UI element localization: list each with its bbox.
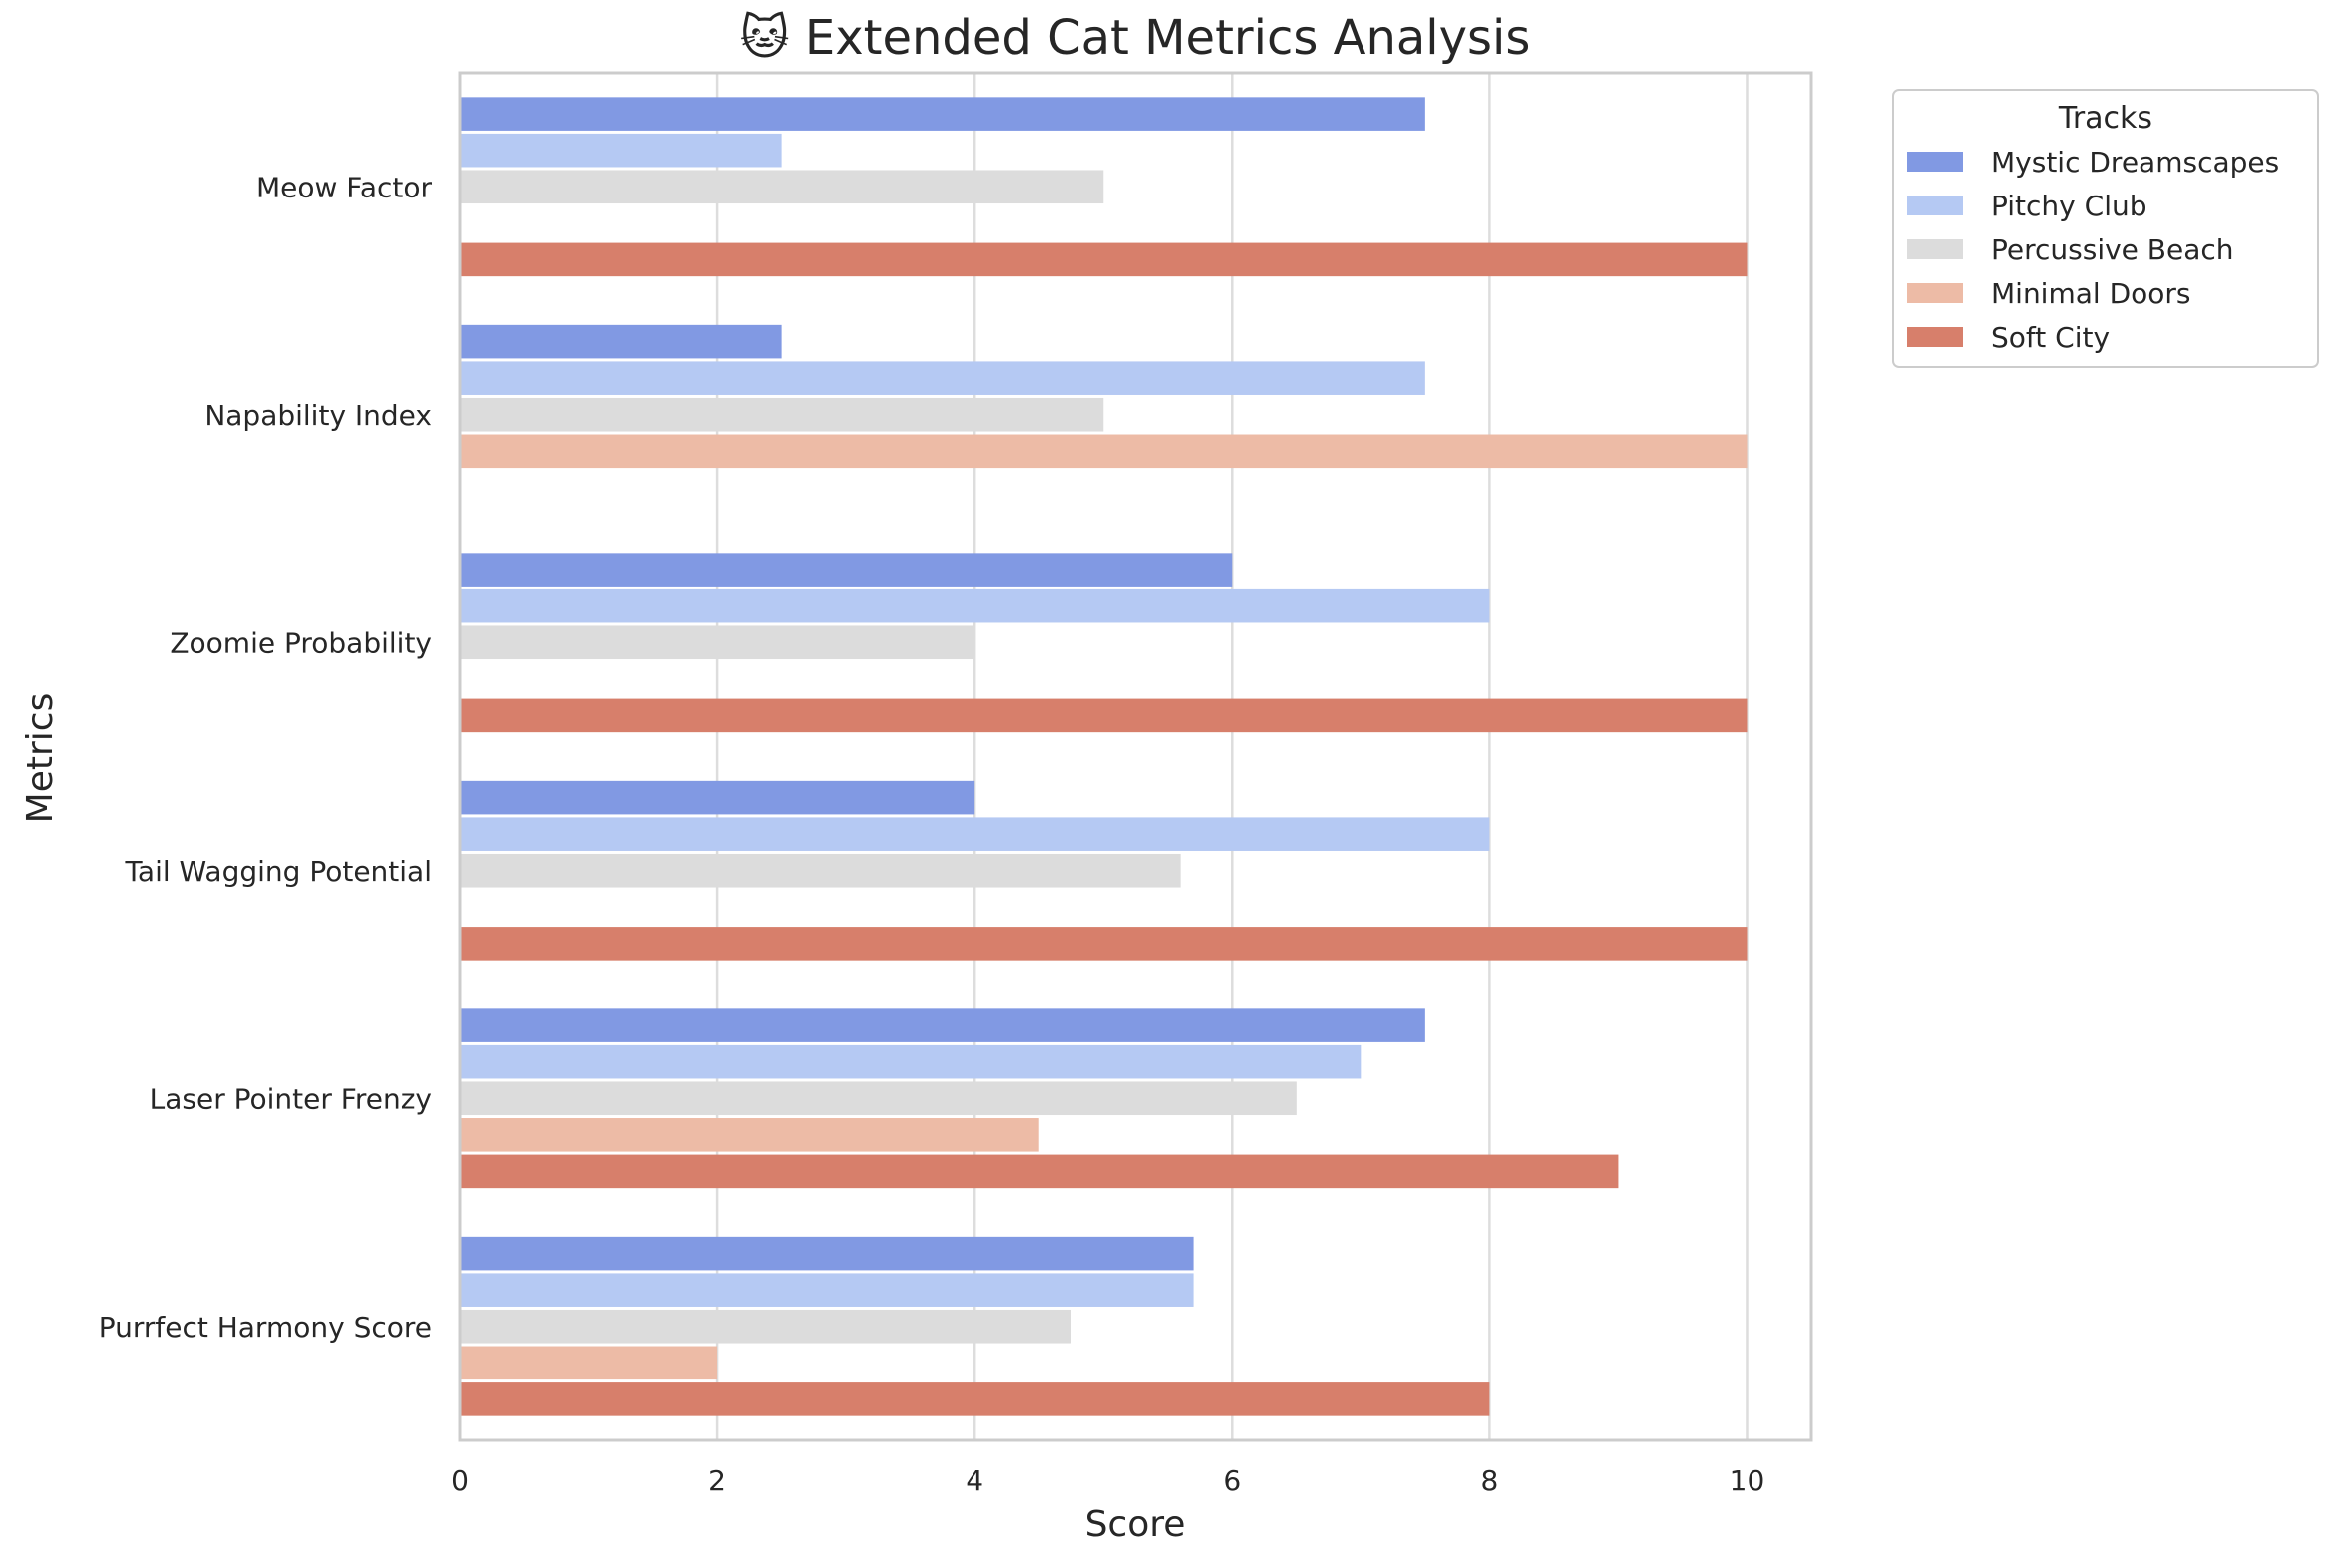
plot-frame: [458, 71, 1813, 1442]
bar-soft-city-laser-pointer-frenzy: [460, 1154, 1619, 1189]
bar-soft-city-purrfect-harmony-score: [460, 1382, 1490, 1416]
legend-swatch-soft-city: [1907, 327, 1963, 347]
legend-swatch-minimal-doors: [1907, 283, 1963, 303]
y-axis-label: Metrics: [20, 693, 61, 824]
legend-box: [1892, 89, 2319, 368]
x-tick-label: 2: [708, 1464, 726, 1497]
bar-soft-city-zoomie-probability: [460, 698, 1748, 733]
bar-percussive-beach-zoomie-probability: [460, 625, 975, 660]
legend-label-percussive-beach: Percussive Beach: [1991, 233, 2234, 266]
legend-items: Mystic Dreamscapes Pitchy Club Percussive …: [1907, 146, 2279, 354]
bar-mystic-dreamscapes-napability-index: [460, 324, 782, 359]
x-axis-label: Score: [1085, 1504, 1186, 1545]
legend-swatch-percussive-beach: [1907, 239, 1963, 259]
y-tick-label: Zoomie Probability: [170, 626, 432, 659]
legend-label-minimal-doors: Minimal Doors: [1991, 277, 2191, 310]
y-tick-label: Napability Index: [204, 399, 432, 432]
chart-title: 🐱 Extended Cat Metrics Analysis: [740, 10, 1531, 66]
bar-minimal-doors-laser-pointer-frenzy: [460, 1118, 1039, 1152]
bar-pitchy-club-tail-wagging-potential: [460, 817, 1490, 851]
bar-pitchy-club-meow-factor: [460, 133, 782, 168]
x-tick-label: 0: [451, 1464, 469, 1497]
bar-pitchy-club-zoomie-probability: [460, 588, 1490, 623]
x-tick-label: 10: [1730, 1464, 1765, 1497]
x-tick-label: 8: [1480, 1464, 1498, 1497]
bar-pitchy-club-laser-pointer-frenzy: [460, 1044, 1362, 1079]
legend-title: Tracks: [2058, 101, 2152, 136]
legend-label-pitchy-club: Pitchy Club: [1991, 190, 2147, 222]
bar-percussive-beach-purrfect-harmony-score: [460, 1309, 1071, 1344]
x-tick-label: 6: [1223, 1464, 1241, 1497]
bars: [460, 97, 1748, 1416]
bar-minimal-doors-napability-index: [460, 434, 1748, 469]
legend-label-mystic-dreamscapes: Mystic Dreamscapes: [1991, 146, 2279, 179]
legend-label-soft-city: Soft City: [1991, 321, 2110, 354]
y-tick-label: Purrfect Harmony Score: [99, 1311, 432, 1344]
y-tick-label: Tail Wagging Potential: [124, 855, 432, 888]
bar-percussive-beach-meow-factor: [460, 170, 1104, 204]
legend: Tracks Mystic Dreamscapes Pitchy Club Perc…: [1892, 89, 2319, 368]
bar-mystic-dreamscapes-tail-wagging-potential: [460, 780, 975, 815]
bar-mystic-dreamscapes-laser-pointer-frenzy: [460, 1008, 1425, 1042]
bar-minimal-doors-purrfect-harmony-score: [460, 1346, 718, 1380]
bar-percussive-beach-tail-wagging-potential: [460, 853, 1181, 888]
bar-mystic-dreamscapes-zoomie-probability: [460, 553, 1233, 587]
bar-soft-city-tail-wagging-potential: [460, 927, 1748, 961]
tick-labels: 0 2 4 6 8 10 Meow Factor Napability Index Zoomie…: [99, 171, 1765, 1497]
bar-pitchy-club-napability-index: [460, 361, 1425, 395]
bar-percussive-beach-napability-index: [460, 397, 1104, 432]
y-tick-label: Meow Factor: [256, 171, 433, 203]
y-tick-label: Laser Pointer Frenzy: [150, 1082, 432, 1115]
bar-percussive-beach-laser-pointer-frenzy: [460, 1081, 1297, 1116]
legend-swatch-mystic-dreamscapes: [1907, 152, 1963, 172]
x-tick-label: 4: [966, 1464, 983, 1497]
bar-mystic-dreamscapes-meow-factor: [460, 97, 1425, 131]
bar-pitchy-club-purrfect-harmony-score: [460, 1273, 1194, 1307]
bar-soft-city-meow-factor: [460, 242, 1748, 277]
legend-swatch-pitchy-club: [1907, 196, 1963, 215]
bar-mystic-dreamscapes-purrfect-harmony-score: [460, 1236, 1194, 1271]
grid: [458, 73, 1749, 1440]
